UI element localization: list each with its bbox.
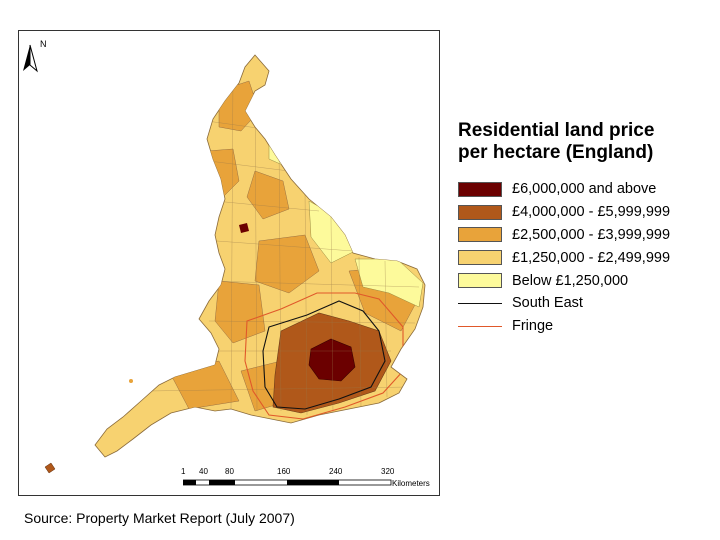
england-map <box>44 54 426 474</box>
region-mid-orange-midlands <box>254 234 320 294</box>
north-arrow-icon <box>23 44 38 73</box>
legend-title: Residential land price per hectare (Engl… <box>458 120 708 164</box>
legend-line-item: South East <box>458 292 708 315</box>
legend-label: Below £1,250,000 <box>512 272 629 289</box>
scale-tick-label: 1 <box>181 467 186 476</box>
scale-bar: 1 40 80 160 240 320 Kilometers <box>179 467 439 493</box>
scale-tick-label: 80 <box>225 467 234 476</box>
legend-swatch <box>458 250 502 266</box>
isles-of-scilly <box>44 462 56 474</box>
legend-item: £2,500,000 - £3,999,999 <box>458 224 708 247</box>
legend-swatch <box>458 204 502 220</box>
region-dark-isolated <box>239 223 249 233</box>
legend-swatch <box>458 273 502 289</box>
legend-swatch <box>458 181 502 197</box>
legend-title-line-1: Residential land price <box>458 120 655 141</box>
legend-label: Fringe <box>512 318 554 335</box>
legend-item: £6,000,000 and above <box>458 178 708 201</box>
legend-title-line-2: per hectare (England) <box>458 142 654 163</box>
legend-item: £1,250,000 - £2,499,999 <box>458 246 708 269</box>
legend-line-swatch <box>458 319 502 334</box>
scale-tick-label: 320 <box>381 467 395 476</box>
legend-item: £4,000,000 - £5,999,999 <box>458 201 708 224</box>
legend-label: £1,250,000 - £2,499,999 <box>512 249 671 266</box>
south-east-boundary <box>262 300 386 410</box>
source-caption: Source: Property Market Report (July 200… <box>24 510 295 526</box>
legend-label: South East <box>512 295 583 312</box>
scale-unit-label: Kilometers <box>392 479 430 488</box>
scale-tick-label: 160 <box>277 467 291 476</box>
legend: Residential land price per hectare (Engl… <box>458 120 708 338</box>
scale-tick-label: 40 <box>199 467 208 476</box>
north-label: N <box>40 39 47 49</box>
region-mid-orange-west <box>214 280 266 344</box>
scale-bar-graphic <box>183 479 392 486</box>
legend-label: £2,500,000 - £3,999,999 <box>512 226 671 243</box>
legend-label: £6,000,000 and above <box>512 181 657 198</box>
legend-swatch <box>458 227 502 243</box>
legend-line-item: Fringe <box>458 315 708 338</box>
legend-label: £4,000,000 - £5,999,999 <box>512 204 671 221</box>
fringe-boundary <box>244 292 404 420</box>
scale-tick-label: 240 <box>329 467 343 476</box>
region-dark-london <box>308 338 356 382</box>
legend-item: Below £1,250,000 <box>458 269 708 292</box>
legend-line-swatch <box>458 296 502 311</box>
map-panel: N 1 40 80 160 240 320 Kilometers <box>18 30 440 496</box>
isle-dot <box>129 379 133 383</box>
